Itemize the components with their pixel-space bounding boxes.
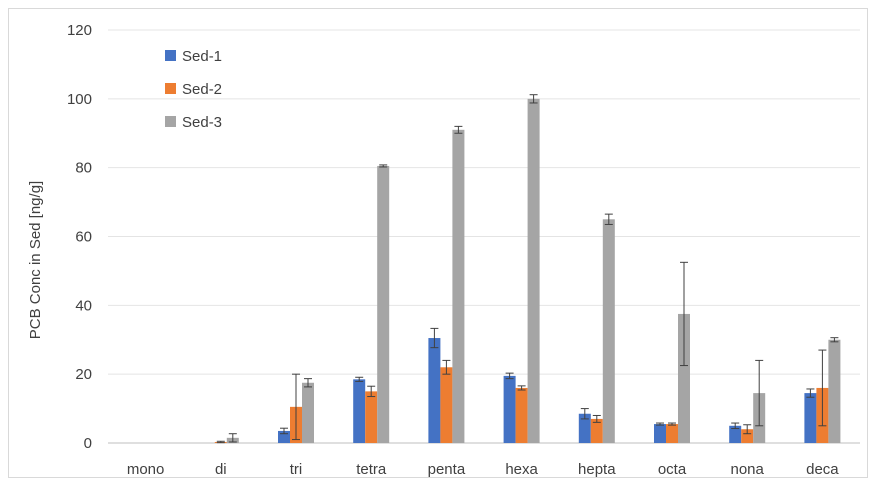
x-tick-label: mono [127, 461, 165, 478]
x-axis-ticks: mono di tri tetra penta hexa hepta octa nona deca [127, 461, 839, 478]
y-tick-label: 40 [75, 297, 92, 314]
y-tick-label: 120 [67, 22, 92, 39]
y-tick-label: 80 [75, 160, 92, 177]
legend-swatch [165, 83, 176, 94]
bar [353, 379, 366, 443]
y-tick-label: 20 [75, 366, 92, 383]
y-axis-title: PCB Conc in Sed [ng/g] [27, 181, 44, 339]
legend-swatch [165, 116, 176, 127]
y-axis-ticks: 0 20 40 60 80 100 120 [67, 22, 92, 452]
bars [214, 94, 841, 444]
y-tick-label: 100 [67, 91, 92, 108]
bar [503, 375, 516, 443]
legend-label: Sed-1 [182, 48, 222, 65]
legend-label: Sed-2 [182, 81, 222, 98]
bar [302, 382, 314, 443]
bar [578, 413, 591, 443]
x-tick-label: deca [806, 461, 839, 478]
bar [428, 338, 441, 443]
bar [678, 313, 690, 443]
legend: Sed-1 Sed-2 Sed-3 [165, 48, 222, 131]
x-tick-label: tri [290, 461, 303, 478]
y-tick-label: 0 [84, 435, 92, 452]
bar [741, 429, 754, 443]
bar [440, 367, 453, 443]
bar [828, 339, 841, 443]
bar [590, 418, 603, 443]
x-tick-label: hexa [505, 461, 538, 478]
bar [804, 393, 817, 443]
bar [365, 391, 378, 443]
bar [377, 165, 390, 443]
bar [527, 98, 540, 443]
bar [452, 129, 465, 443]
bar [666, 424, 678, 443]
x-tick-label: penta [428, 461, 466, 478]
bar [729, 425, 742, 443]
x-tick-label: octa [658, 461, 687, 478]
x-tick-label: hepta [578, 461, 616, 478]
bar [654, 424, 666, 443]
bar [515, 387, 528, 443]
x-tick-label: nona [731, 461, 765, 478]
x-tick-label: tetra [356, 461, 387, 478]
y-tick-label: 60 [75, 229, 92, 246]
x-tick-label: di [215, 461, 227, 478]
bar [602, 219, 615, 443]
legend-swatch [165, 50, 176, 61]
legend-label: Sed-3 [182, 114, 222, 131]
